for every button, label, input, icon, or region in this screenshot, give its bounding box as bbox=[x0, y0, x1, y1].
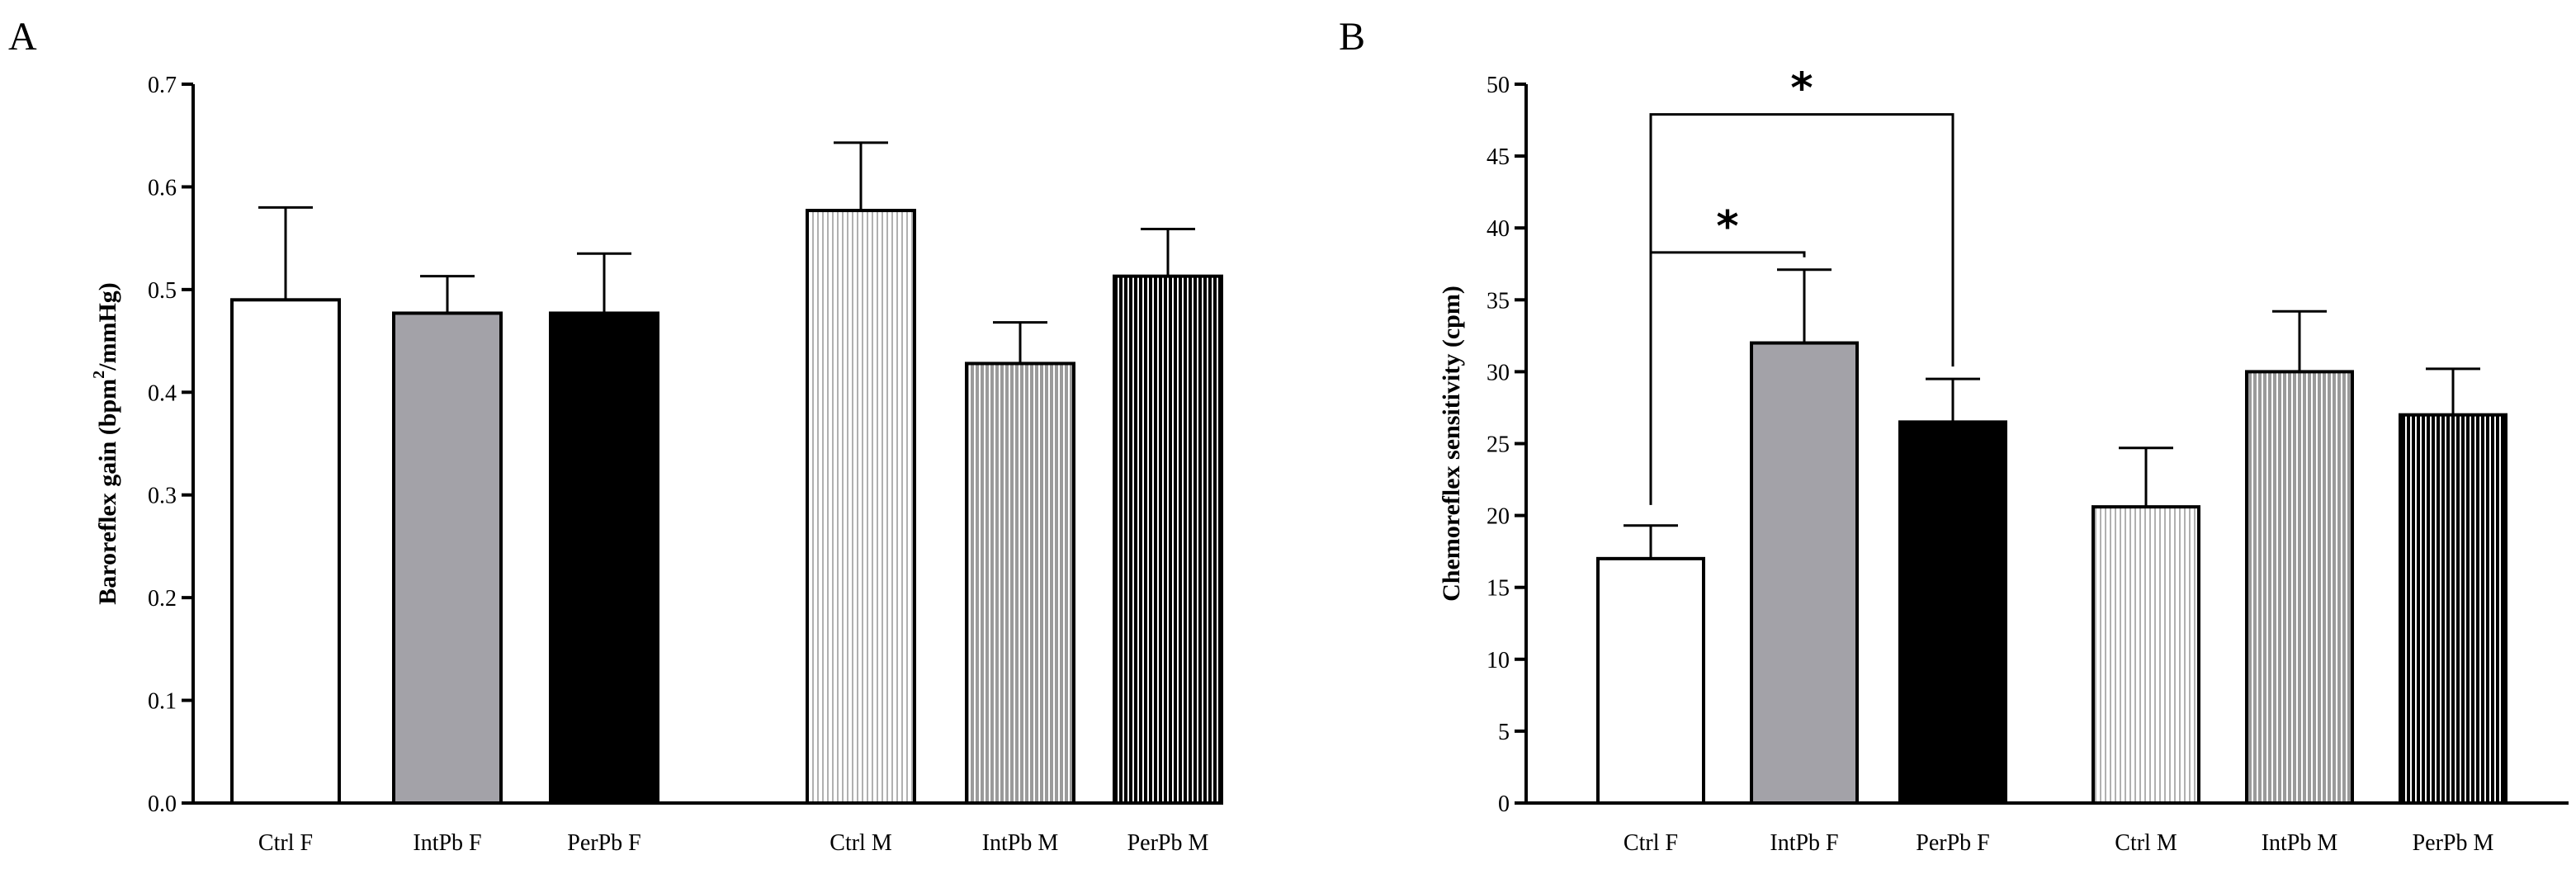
chart-panel-b: B 0 5 10 15 20 25 30 35 40 45 50 Chemoreflex sensiti… bbox=[1339, 15, 2569, 856]
x-category-label: PerPb F bbox=[567, 830, 640, 856]
y-axis-title-superscript: 2 bbox=[90, 371, 108, 379]
bar-perpb-f bbox=[549, 311, 659, 805]
y-tick-label: 0.7 bbox=[148, 73, 177, 98]
y-axis-title: Chemoreflex sensitivity (cpm) bbox=[1438, 286, 1465, 602]
y-tick-label: 15 bbox=[1487, 576, 1510, 602]
bar-perpb-m bbox=[2399, 413, 2507, 805]
y-axis-title-main: Chemoreflex sensitivity (cpm) bbox=[1438, 286, 1465, 602]
y-tick-label: 0.6 bbox=[148, 175, 177, 201]
y-tick-label: 0.4 bbox=[148, 380, 177, 406]
significance-bracket bbox=[1649, 113, 1954, 505]
panel-label: B bbox=[1339, 15, 1365, 59]
x-category-label: Ctrl M bbox=[830, 830, 892, 856]
x-category-label: IntPb F bbox=[1770, 830, 1838, 856]
x-category-label: Ctrl F bbox=[1624, 830, 1678, 856]
bar-ctrl-f bbox=[1596, 556, 1705, 805]
x-category-label: IntPb M bbox=[2262, 830, 2338, 856]
y-axis-title-main: Baroreflex gain (bpm bbox=[94, 379, 121, 605]
bar-intpb-m bbox=[2245, 370, 2354, 805]
x-category-label: Ctrl M bbox=[2115, 830, 2177, 856]
y-axis-title-unit: /mmHg) bbox=[94, 282, 121, 371]
y-tick-label: 0.1 bbox=[148, 689, 177, 715]
y-tick-label: 40 bbox=[1487, 216, 1510, 242]
y-tick-label: 0 bbox=[1498, 791, 1510, 817]
bar-ctrl-m bbox=[2092, 505, 2200, 805]
y-tick-label: 0.3 bbox=[148, 484, 177, 509]
x-category-label: IntPb F bbox=[413, 830, 481, 856]
chart-panel-a: A 0.0 0.1 0.2 0.3 0.4 0.5 0.6 0.7 Baroreflex gain… bbox=[8, 15, 1223, 856]
bar-intpb-f bbox=[392, 311, 503, 805]
bar-ctrl-m bbox=[806, 209, 916, 805]
y-tick-label: 35 bbox=[1487, 288, 1510, 314]
y-tick-label: 0.2 bbox=[148, 586, 177, 612]
bar-perpb-f bbox=[1898, 420, 2007, 805]
bar-intpb-m bbox=[965, 361, 1075, 805]
significance-star: * bbox=[1790, 64, 1813, 114]
y-tick-label: 0.0 bbox=[148, 791, 177, 817]
x-category-label: PerPb M bbox=[1127, 830, 1209, 856]
y-tick-label: 5 bbox=[1498, 720, 1510, 745]
x-category-label: PerPb M bbox=[2413, 830, 2494, 856]
y-axis-title: Baroreflex gain (bpm2/mmHg) bbox=[90, 282, 121, 605]
bar-ctrl-f bbox=[230, 298, 341, 805]
y-tick-label: 20 bbox=[1487, 504, 1510, 530]
y-tick-label: 45 bbox=[1487, 144, 1510, 170]
y-tick-label: 10 bbox=[1487, 648, 1510, 673]
y-tick-label: 30 bbox=[1487, 360, 1510, 385]
x-category-label: PerPb F bbox=[1916, 830, 1989, 856]
panel-label: A bbox=[8, 15, 37, 59]
significance-star: * bbox=[1716, 202, 1738, 252]
bar-intpb-f bbox=[1750, 341, 1859, 805]
y-tick-label: 0.5 bbox=[148, 278, 177, 304]
x-category-label: Ctrl F bbox=[258, 830, 313, 856]
y-tick-label: 50 bbox=[1487, 73, 1510, 98]
bar-perpb-m bbox=[1113, 274, 1223, 805]
y-tick-label: 25 bbox=[1487, 432, 1510, 458]
x-category-label: IntPb M bbox=[982, 830, 1059, 856]
